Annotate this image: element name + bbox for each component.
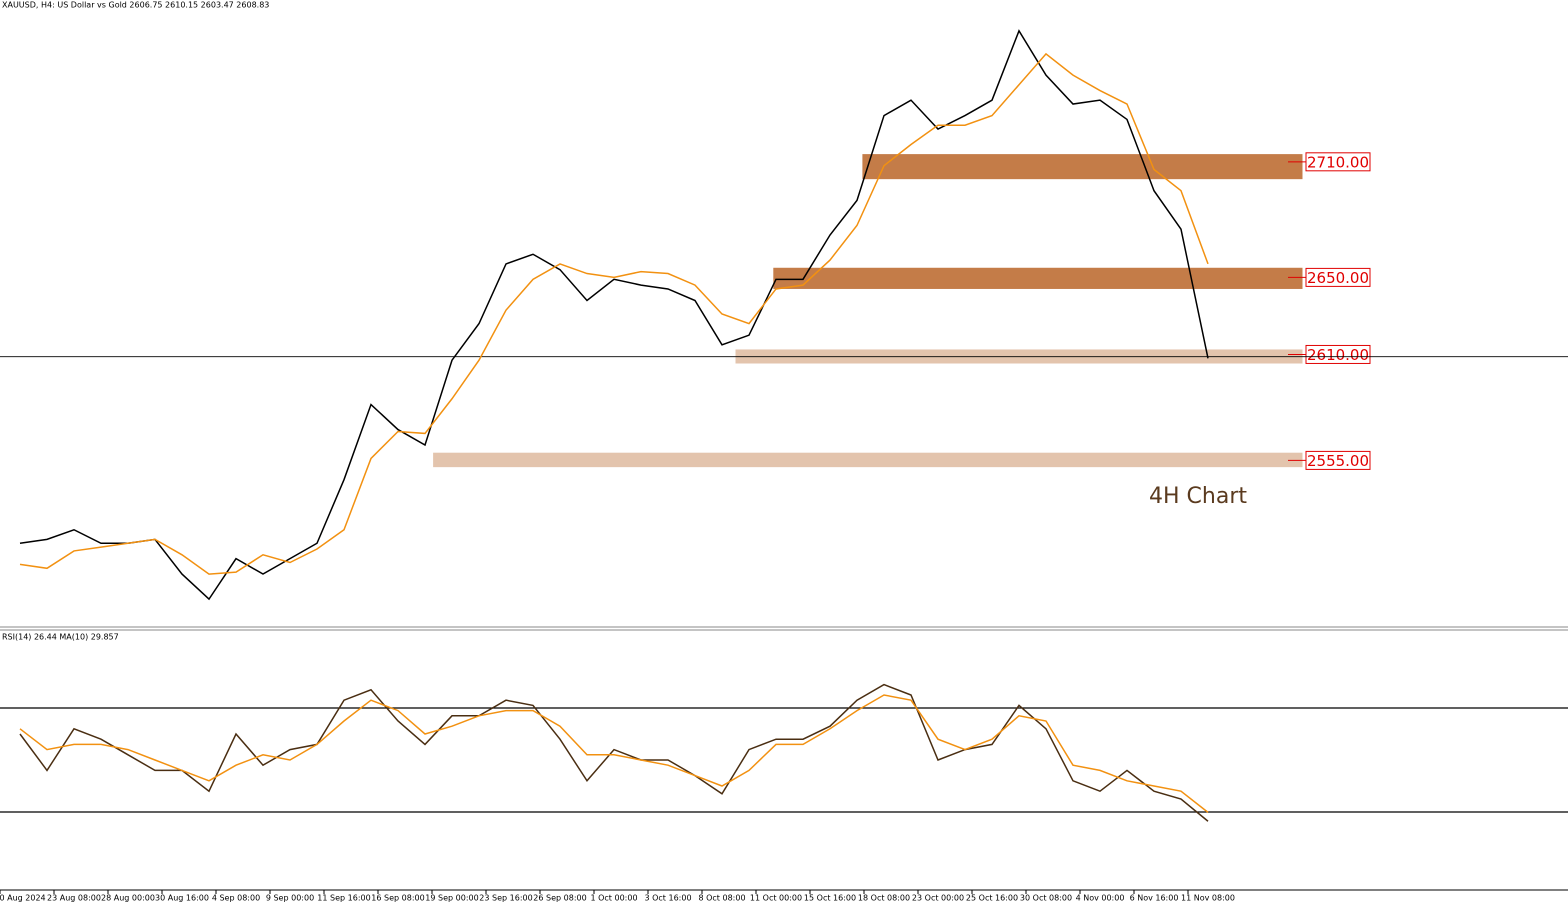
level-label: 2610.00 bbox=[1307, 346, 1369, 364]
x-tick-label: 30 Oct 08:00 bbox=[1020, 894, 1072, 903]
x-tick-label: 11 Nov 08:00 bbox=[1181, 894, 1235, 903]
x-tick-label: 6 Nov 16:00 bbox=[1130, 894, 1179, 903]
level-label: 2555.00 bbox=[1307, 452, 1369, 470]
x-tick-label: 25 Oct 16:00 bbox=[966, 894, 1018, 903]
x-tick-label: 23 Sep 16:00 bbox=[479, 894, 532, 903]
x-tick-label: 4 Nov 00:00 bbox=[1076, 894, 1125, 903]
x-tick-label: 23 Oct 00:00 bbox=[912, 894, 964, 903]
series-line bbox=[19, 683, 1209, 822]
series-line bbox=[19, 694, 1209, 813]
zone bbox=[433, 452, 1303, 468]
x-tick-label: 28 Aug 00:00 bbox=[101, 894, 155, 903]
x-tick-label: 11 Sep 16:00 bbox=[317, 894, 370, 903]
zone bbox=[773, 267, 1303, 289]
chart-title: XAUUSD, H4: US Dollar vs Gold 2606.75 26… bbox=[2, 1, 269, 10]
series-line bbox=[19, 29, 1209, 601]
x-tick-label: 26 Sep 08:00 bbox=[533, 894, 586, 903]
x-tick-label: 23 Aug 08:00 bbox=[47, 894, 101, 903]
x-tick-label: 30 Aug 16:00 bbox=[155, 894, 209, 903]
x-tick-label: 1 Oct 00:00 bbox=[590, 894, 637, 903]
series-line bbox=[19, 52, 1209, 575]
x-tick-label: 4 Sep 08:00 bbox=[212, 894, 260, 903]
zone bbox=[862, 154, 1303, 180]
x-tick-label: 15 Oct 16:00 bbox=[804, 894, 856, 903]
x-tick-label: 9 Sep 00:00 bbox=[266, 894, 314, 903]
level-box bbox=[1305, 152, 1371, 172]
level-label: 2650.00 bbox=[1307, 269, 1369, 287]
rsi-title: RSI(14) 26.44 MA(10) 29.857 bbox=[2, 633, 119, 642]
level-box bbox=[1305, 344, 1371, 364]
x-tick-label: 18 Oct 08:00 bbox=[858, 894, 910, 903]
x-tick-label: 11 Oct 00:00 bbox=[750, 894, 802, 903]
level-box bbox=[1305, 267, 1371, 287]
level-box bbox=[1305, 450, 1371, 470]
x-tick-label: 16 Sep 08:00 bbox=[371, 894, 424, 903]
x-tick-label: 19 Sep 00:00 bbox=[425, 894, 478, 903]
x-tick-label: 8 Oct 08:00 bbox=[698, 894, 745, 903]
x-tick-label: 20 Aug 2024 bbox=[0, 894, 46, 903]
annotation: 4H Chart bbox=[1149, 484, 1247, 509]
level-label: 2710.00 bbox=[1307, 153, 1369, 171]
x-tick-label: 3 Oct 16:00 bbox=[644, 894, 691, 903]
